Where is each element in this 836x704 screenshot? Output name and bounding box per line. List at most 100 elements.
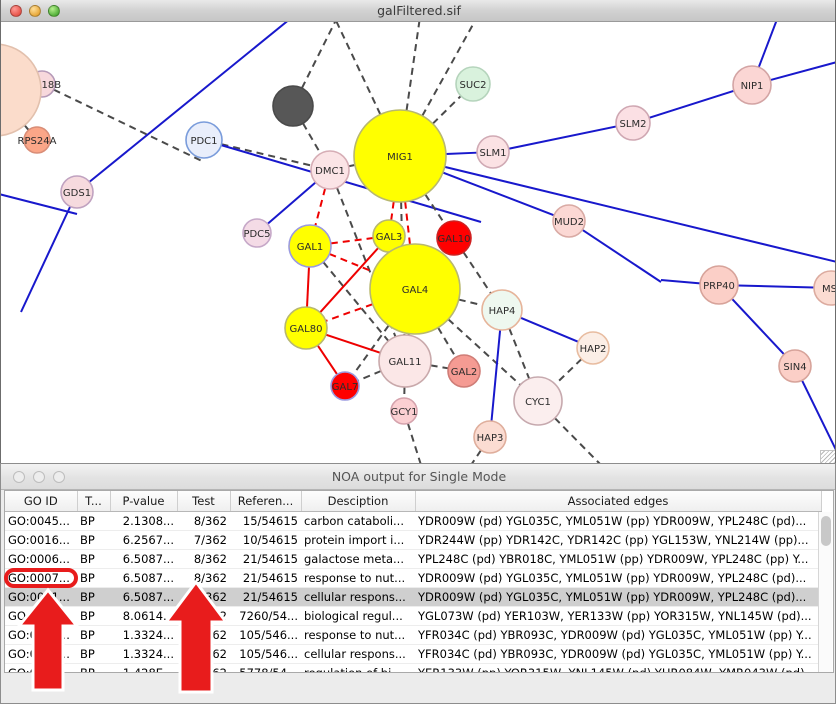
network-edge[interactable] xyxy=(88,22,301,183)
node-layer[interactable]: RPL18BRPS24AGDS1PDC1PDC5DMC1MIG1SUC2SLM1… xyxy=(1,22,835,454)
network-edge[interactable] xyxy=(23,124,30,131)
col-header-p-value[interactable]: P-value xyxy=(110,491,178,512)
network-edge[interactable] xyxy=(221,143,312,167)
close-button[interactable] xyxy=(10,4,22,17)
network-edge[interactable] xyxy=(20,206,72,313)
network-node[interactable]: MUD2 xyxy=(552,204,586,238)
network-edge[interactable] xyxy=(432,95,462,125)
col-header-reference[interactable]: Referen... xyxy=(230,491,302,512)
table-vertical-scrollbar[interactable] xyxy=(818,512,832,672)
table-header-row[interactable]: GO ID T... P-value Test Referen... Desci… xyxy=(5,491,822,512)
network-node[interactable] xyxy=(1,43,42,137)
network-edge[interactable] xyxy=(330,237,374,245)
network-node[interactable]: PDC5 xyxy=(242,218,272,248)
network-node[interactable]: GAL11 xyxy=(378,334,432,388)
network-edge[interactable] xyxy=(325,303,373,322)
table-row[interactable]: GO:0031... BP 1.3324... 11/362 105/546... cel… xyxy=(5,644,821,664)
network-edge[interactable] xyxy=(319,247,380,314)
network-node[interactable]: HAP2 xyxy=(576,331,610,365)
canvas-resize-grip[interactable] xyxy=(820,450,835,465)
network-edge[interactable] xyxy=(421,22,481,117)
network-edge[interactable] xyxy=(508,328,531,380)
network-node[interactable]: SIN4 xyxy=(778,349,812,383)
network-node[interactable]: PDC1 xyxy=(185,121,223,159)
network-edge[interactable] xyxy=(554,358,583,386)
table-row[interactable]: GO:0016... BP 6.2567... 7/362 10/54615 protei… xyxy=(5,530,821,550)
col-header-description[interactable]: Desciption xyxy=(301,491,416,512)
network-edge[interactable] xyxy=(554,417,602,465)
network-edge[interactable] xyxy=(306,266,310,308)
network-edge[interactable] xyxy=(322,261,390,342)
scrollbar-thumb[interactable] xyxy=(821,516,831,546)
network-node[interactable]: HAP3 xyxy=(473,420,507,454)
network-edge[interactable] xyxy=(53,88,205,163)
network-node[interactable]: MIG1 xyxy=(353,109,447,203)
network-node[interactable]: NIP1 xyxy=(732,65,772,105)
network-edge[interactable] xyxy=(442,171,555,217)
network-canvas[interactable]: RPL18B RPS24A GDS1 PDC1 PDC5 DMC1 MIG1 SUC2 SLM1… xyxy=(1,22,835,465)
col-header-type[interactable]: T... xyxy=(77,491,111,512)
network-node[interactable]: GAL4 xyxy=(369,243,461,335)
zoom-button[interactable] xyxy=(48,4,60,17)
network-edge[interactable] xyxy=(220,144,482,223)
network-node[interactable]: DMC1 xyxy=(310,150,350,190)
table-row[interactable]: GO:0065... BP 8.0614... 94/362 7260/54... bio… xyxy=(5,606,821,626)
network-edge[interactable] xyxy=(1,192,78,215)
network-node[interactable]: GAL10 xyxy=(436,220,472,256)
network-node[interactable]: SLM2 xyxy=(615,105,651,141)
network-edge[interactable] xyxy=(357,370,382,382)
network-node[interactable] xyxy=(272,85,314,127)
network-node[interactable]: GAL7 xyxy=(330,371,360,401)
network-node[interactable]: GDS1 xyxy=(60,175,94,209)
network-edge[interactable] xyxy=(648,89,735,119)
network-node[interactable]: SUC2 xyxy=(455,66,491,102)
table-row[interactable]: GO:0007... BP 6.5087... 8/362 21/54615 respon… xyxy=(5,568,821,588)
network-node[interactable]: HAP4 xyxy=(481,289,523,331)
main-window-titlebar[interactable]: galFiltered.sif xyxy=(1,0,835,22)
network-node[interactable]: GAL80 xyxy=(284,306,328,350)
network-edge[interactable] xyxy=(731,298,785,356)
network-edge[interactable] xyxy=(737,284,815,289)
table-row[interactable]: GO:0050... BP 1.428E... 80/362 5778/54... reg… xyxy=(5,663,821,672)
network-edge[interactable] xyxy=(508,125,617,150)
noa-results-table[interactable]: GO ID T... P-value Test Referen... Desci… xyxy=(5,491,822,672)
network-edge[interactable] xyxy=(314,188,327,226)
network-edge[interactable] xyxy=(430,364,449,370)
table-row[interactable]: GO:0045... BP 2.1308... 8/362 15/54615 carbon… xyxy=(5,511,821,531)
network-edge[interactable] xyxy=(437,327,457,358)
network-edge[interactable] xyxy=(462,251,492,294)
network-edge[interactable] xyxy=(404,201,411,245)
network-node[interactable]: MSI xyxy=(813,270,835,306)
network-edge[interactable] xyxy=(424,193,446,225)
network-edge[interactable] xyxy=(301,22,341,89)
noa-dialog-titlebar[interactable]: NOA output for Single Mode xyxy=(1,464,835,490)
network-edge[interactable] xyxy=(520,316,579,343)
network-edge[interactable] xyxy=(406,423,422,465)
network-node[interactable]: GAL2 xyxy=(447,354,481,388)
network-edge[interactable] xyxy=(660,279,701,285)
network-edge[interactable] xyxy=(444,165,835,263)
network-edge[interactable] xyxy=(447,318,521,386)
network-edge[interactable] xyxy=(390,201,395,221)
col-header-go-id[interactable]: GO ID xyxy=(5,491,78,512)
network-edge[interactable] xyxy=(581,229,662,283)
minimize-button[interactable] xyxy=(29,4,41,17)
network-node[interactable]: CYC1 xyxy=(513,376,563,426)
network-edge[interactable] xyxy=(757,22,779,68)
network-graph[interactable]: RPL18BRPS24AGDS1PDC1PDC5DMC1MIG1SUC2SLM1… xyxy=(1,22,835,465)
network-edge[interactable] xyxy=(458,298,483,307)
network-edge[interactable] xyxy=(348,164,356,168)
network-node[interactable]: SLM1 xyxy=(476,135,510,169)
network-edge[interactable] xyxy=(490,329,502,422)
network-edge[interactable] xyxy=(445,151,478,156)
table-row[interactable]: GO:0031... BP 1.3324... 11/362 105/546... res… xyxy=(5,625,821,645)
network-edge[interactable] xyxy=(329,253,374,273)
network-node[interactable]: GCY1 xyxy=(390,397,418,425)
network-edge[interactable] xyxy=(266,181,317,225)
network-edge[interactable] xyxy=(302,122,322,155)
table-row[interactable]: GO:0031... BP 6.5087... 8/362 21/54615 cellul… xyxy=(5,587,821,607)
network-edge[interactable] xyxy=(331,22,382,115)
noa-results-table-container[interactable]: GO ID T... P-value Test Referen... Desci… xyxy=(4,490,834,673)
network-node[interactable]: GAL1 xyxy=(288,224,332,268)
network-edge[interactable] xyxy=(470,449,482,465)
